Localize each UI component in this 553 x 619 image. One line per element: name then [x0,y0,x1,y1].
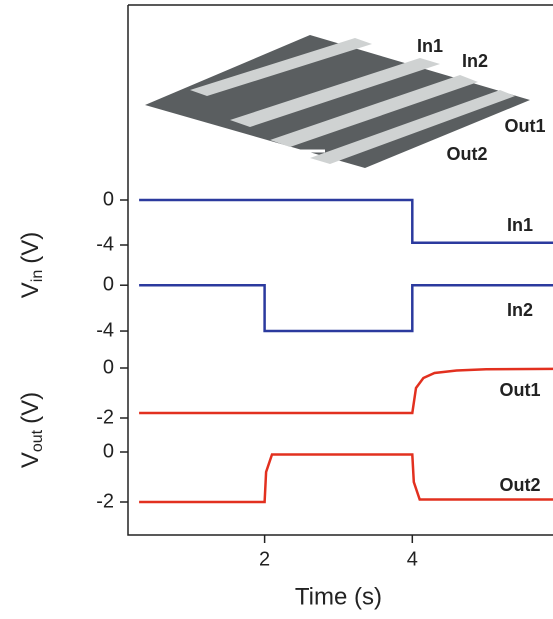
y-axis-label: Vin (V) [17,232,46,298]
trace [139,198,553,245]
x-tick-label: 2 [259,548,270,570]
y-label-subscript: in [29,270,46,282]
y-label-symbol: V [17,282,44,298]
x-axis-label: Time (s) [295,583,382,610]
y-label-unit: (V) [17,392,44,424]
device-base [145,35,530,168]
trace-label: In1 [507,215,533,235]
y-tick-label: 0 [103,273,114,295]
y-tick-label: 0 [103,440,114,462]
y-label-symbol: V [17,452,44,468]
y-tick-label: 0 [103,356,114,378]
y-label-unit: (V) [17,232,44,264]
trace-label: In2 [507,300,533,320]
y-axis-label: Vout (V) [17,392,46,468]
y-tick-label: -4 [96,319,114,341]
y-tick-label: -2 [96,406,114,428]
inset-label: In2 [462,51,488,71]
x-tick-label: 4 [407,548,418,570]
trace [139,367,553,415]
inset-label: Out1 [504,116,545,136]
trace-label: Out1 [499,380,540,400]
electrode [230,58,440,127]
electrode [310,90,515,164]
trace [139,283,553,333]
trace-label: Out2 [499,475,540,495]
inset-label: In1 [417,36,443,56]
axes-frame [127,4,553,536]
y-label-subscript: out [29,429,46,452]
inset-image [145,35,530,168]
trace [139,453,553,504]
inset-label: Out2 [446,144,487,164]
electrode [190,38,372,96]
y-tick-label: -2 [96,490,114,512]
y-tick-label: 0 [103,188,114,210]
electrode [270,75,478,147]
y-tick-label: -4 [96,233,114,255]
